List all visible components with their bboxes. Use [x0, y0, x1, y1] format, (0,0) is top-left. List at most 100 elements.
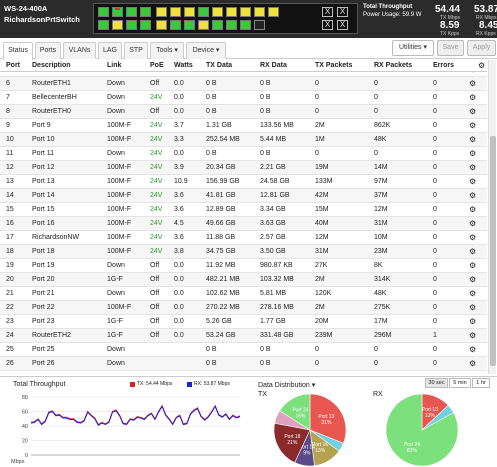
table-row[interactable]: 15 Port 15 100M-F 24V 3.6 12.89 GB 3.34 GB 15M 1… [0, 203, 487, 217]
table-row[interactable]: 12 Port 12 100M-F 24V 3.9 20.34 GB 2.21 GB 19M 1… [0, 161, 487, 175]
table-scrollbar[interactable] [488, 60, 496, 374]
tab-vlans[interactable]: VLANs [63, 42, 96, 59]
port-led-top-13[interactable] [268, 7, 279, 17]
port-settings-icon[interactable]: ⚙ [469, 149, 477, 158]
port-settings-icon[interactable]: ⚙ [469, 289, 477, 298]
port-settings-icon[interactable]: ⚙ [469, 359, 477, 368]
apply-button[interactable]: Apply [467, 40, 496, 56]
table-row[interactable]: 7 BellecenterBH Down 24V 0.0 0 B 0 B 0 0 0 ⚙ [0, 91, 487, 105]
col-errors[interactable]: Errors [433, 62, 455, 69]
tab-lag[interactable]: LAG [98, 42, 122, 59]
table-row[interactable]: 14 Port 14 100M-F 24V 3.6 41.81 GB 12.81 GB 42M… [0, 189, 487, 203]
col-description[interactable]: Description [32, 62, 71, 69]
port-settings-icon[interactable]: ⚙ [469, 345, 477, 354]
table-row[interactable]: 23 Port 23 1G-F Off 0.0 5.26 GB 1.77 GB 20M 17M 0… [0, 315, 487, 329]
table-row[interactable]: 8 RouterETH0 Down Off 0.0 0 B 0 B 0 0 0 ⚙ [0, 105, 487, 119]
range-30sec-button[interactable]: 30 sec [425, 378, 448, 388]
table-row[interactable]: 24 RouterETH2 1G-F Off 0.0 53.24 GB 331.48 GB 2… [0, 329, 487, 343]
col-rx-packets[interactable]: RX Packets [374, 62, 413, 69]
port-led-bottom-10[interactable] [226, 20, 237, 30]
port-settings-icon[interactable]: ⚙ [469, 135, 477, 144]
port-led-bottom-11[interactable] [240, 20, 251, 30]
tab-stp[interactable]: STP [124, 42, 148, 59]
port-led-top-7[interactable] [184, 7, 195, 17]
tx-slice-7[interactable] [279, 393, 311, 431]
port-settings-icon[interactable]: ⚙ [469, 163, 477, 172]
table-row[interactable]: 13 Port 13 100M-F 24V 10.9 156.99 GB 24.58 GB 1… [0, 175, 487, 189]
port-settings-icon[interactable]: ⚙ [469, 107, 477, 116]
port-led-top-8[interactable] [198, 7, 209, 17]
port-led-bottom-6[interactable] [170, 20, 181, 30]
table-row[interactable]: 17 RichardsonNW 100M-F 24V 3.6 11.88 GB 2.57 G… [0, 231, 487, 245]
tx-slice-1[interactable] [309, 393, 347, 444]
table-row[interactable]: 18 Port 18 100M-F 24V 3.8 34.75 GB 3.50 GB 31M 2… [0, 245, 487, 259]
port-settings-icon[interactable]: ⚙ [469, 79, 477, 88]
utilities-button[interactable]: Utilities ▾ [392, 40, 434, 56]
col-tx-data[interactable]: TX Data [206, 62, 233, 69]
port-settings-icon[interactable]: ⚙ [469, 177, 477, 186]
col-poe[interactable]: PoE [150, 62, 164, 69]
port-led-top-12[interactable] [254, 7, 265, 17]
port-led-top-6[interactable] [170, 7, 181, 17]
rx-slice-3[interactable] [385, 393, 459, 467]
sfp-port-3[interactable]: X [337, 7, 348, 17]
data-distribution-dropdown[interactable]: Data Distribution ▾ [258, 382, 316, 389]
port-led-top-9[interactable] [212, 7, 223, 17]
tab-device[interactable]: Device ▾ [186, 42, 226, 59]
port-led-bottom-2[interactable] [112, 20, 123, 30]
save-button[interactable]: Save [437, 40, 464, 56]
port-led-top-10[interactable] [226, 7, 237, 17]
port-settings-icon[interactable]: ⚙ [469, 261, 477, 270]
port-led-top-3[interactable] [126, 7, 137, 17]
col-link[interactable]: Link [107, 62, 122, 69]
port-led-bottom-9[interactable] [212, 20, 223, 30]
table-row[interactable]: 19 Port 19 Down Off 0.0 11.92 MB 980.87 KB 27K 8… [0, 259, 487, 273]
port-led-bottom-5[interactable] [156, 20, 167, 30]
table-row[interactable]: 9 Port 9 100M-F 24V 3.7 1.31 GB 133.56 MB 2M 862… [0, 119, 487, 133]
port-settings-icon[interactable]: ⚙ [469, 247, 477, 256]
port-led-bottom-8[interactable] [198, 20, 209, 30]
column-settings-icon[interactable]: ⚙ [478, 61, 486, 70]
port-settings-icon[interactable]: ⚙ [469, 331, 477, 340]
port-led-top-1[interactable] [98, 7, 109, 17]
port-settings-icon[interactable]: ⚙ [469, 191, 477, 200]
table-row[interactable]: 26 Port 26 Down 0 B 0 B 0 0 0 ⚙ [0, 357, 487, 371]
range-5min-button[interactable]: 5 min [449, 378, 471, 388]
table-row[interactable]: 5 RichardsonBH Down 24V 0.0 0 B 0 B 0 0 0 ⚙ [0, 72, 487, 77]
port-led-bottom-4[interactable] [140, 20, 151, 30]
table-row[interactable]: 22 Port 22 100M-F Off 0.0 270.22 MB 278.16 MB 2… [0, 301, 487, 315]
port-settings-icon[interactable]: ⚙ [469, 317, 477, 326]
port-settings-icon[interactable]: ⚙ [469, 121, 477, 130]
table-scrollbar-thumb[interactable] [490, 136, 496, 366]
table-row[interactable]: 25 Port 25 Down 0 B 0 B 0 0 0 ⚙ [0, 343, 487, 357]
table-row[interactable]: 6 RouterETH1 Down Off 0.0 0 B 0 B 0 0 0 ⚙ [0, 77, 487, 91]
port-settings-icon[interactable]: ⚙ [469, 205, 477, 214]
col-rx-data[interactable]: RX Data [260, 62, 287, 69]
col-tx-packets[interactable]: TX Packets [315, 62, 353, 69]
port-led-bottom-12[interactable] [254, 20, 265, 30]
tab-status[interactable]: Status [3, 42, 33, 60]
port-led-top-4[interactable] [140, 7, 151, 17]
port-led-top-5[interactable] [156, 7, 167, 17]
port-settings-icon[interactable]: ⚙ [469, 219, 477, 228]
port-settings-icon[interactable]: ⚙ [469, 233, 477, 242]
table-row[interactable]: 11 Port 11 Down 24V 0.0 0 B 0 B 0 0 0 ⚙ [0, 147, 487, 161]
port-settings-icon[interactable]: ⚙ [469, 303, 477, 312]
table-row[interactable]: 20 Port 20 1G-F Off 0.0 482.21 MB 103.32 MB 2M 3… [0, 273, 487, 287]
port-settings-icon[interactable]: ⚙ [469, 93, 477, 102]
sfp-port-2[interactable]: X [322, 20, 333, 30]
port-led-top-11[interactable] [240, 7, 251, 17]
port-settings-icon[interactable]: ⚙ [469, 72, 476, 74]
sfp-port-1[interactable]: X [322, 7, 333, 17]
port-led-bottom-3[interactable] [126, 20, 137, 30]
tx-slice-5[interactable] [273, 422, 311, 463]
col-watts[interactable]: Watts [174, 62, 193, 69]
table-row[interactable]: 10 Port 10 100M-F 24V 3.3 252.54 MB 5.44 MB 1M 4… [0, 133, 487, 147]
tab-tools[interactable]: Tools ▾ [150, 42, 184, 59]
port-led-top-2[interactable] [112, 7, 123, 17]
table-row[interactable]: 21 Port 21 Down Off 0.0 102.62 MB 5.81 MB 120K 4… [0, 287, 487, 301]
table-row[interactable]: 16 Port 16 100M-F 24V 4.5 49.66 GB 3.63 GB 40M 3… [0, 217, 487, 231]
tab-ports[interactable]: Ports [35, 42, 61, 59]
sfp-port-4[interactable]: X [337, 20, 348, 30]
range-1hr-button[interactable]: 1 hr [472, 378, 490, 388]
